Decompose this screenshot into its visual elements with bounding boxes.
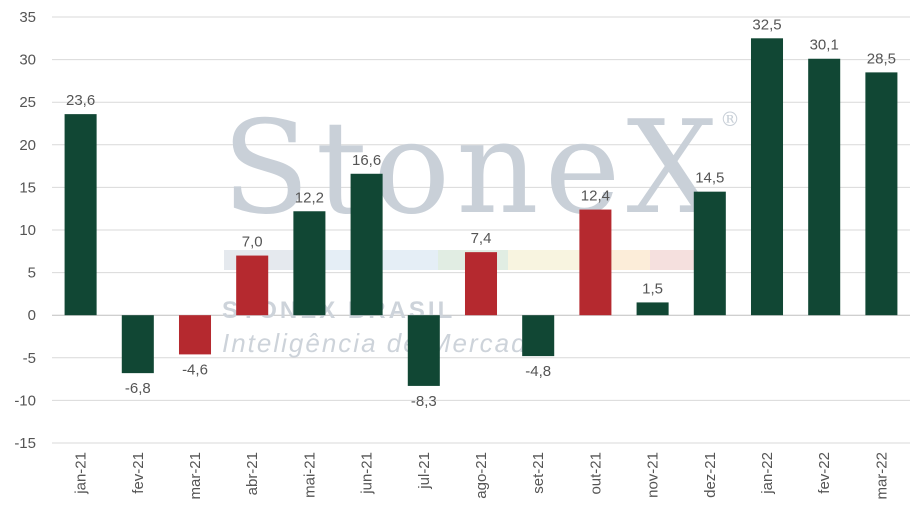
data-label-nov-21: 1,5 <box>642 280 663 297</box>
y-tick-label: 25 <box>19 94 36 111</box>
x-tick-label-jan-22: jan-22 <box>759 452 776 495</box>
watermark-registered-mark: ® <box>720 107 740 131</box>
y-tick-label: 30 <box>19 52 36 69</box>
bar-out-21 <box>579 209 612 316</box>
data-label-out-21: 12,4 <box>581 188 610 205</box>
bar-ago-21 <box>464 252 498 316</box>
x-tick-label-mai-21: mai-21 <box>301 452 318 498</box>
bar-jun-21 <box>350 173 383 316</box>
y-tick-label: -15 <box>14 435 36 452</box>
x-tick-label-nov-21: nov-21 <box>645 452 662 498</box>
x-tick-label-jul-21: jul-21 <box>416 452 433 490</box>
bar-jan-22 <box>750 38 784 316</box>
data-label-fev-22: 30,1 <box>810 37 839 54</box>
data-label-jan-22: 32,5 <box>752 16 781 33</box>
data-label-jul-21: -8,3 <box>411 393 437 410</box>
bar-mai-21 <box>293 211 326 316</box>
bars <box>64 38 898 386</box>
data-label-mar-22: 28,5 <box>867 50 896 67</box>
data-label-jan-21: 23,6 <box>66 92 95 109</box>
bar-jul-21 <box>407 315 440 386</box>
y-tick-label: 10 <box>19 222 36 239</box>
data-label-ago-21: 7,4 <box>471 230 492 247</box>
x-tick-label-jan-21: jan-21 <box>73 452 90 495</box>
y-tick-label: 35 <box>19 9 36 26</box>
y-tick-label: 0 <box>28 307 36 324</box>
y-tick-label: 20 <box>19 137 36 154</box>
y-axis-tick-labels: -15 -10 -5 0 5 10 15 20 25 30 35 <box>14 9 36 452</box>
x-tick-label-fev-21: fev-21 <box>130 452 147 494</box>
data-label-mai-21: 12,2 <box>295 189 324 206</box>
x-tick-label-mar-22: mar-22 <box>873 452 890 500</box>
bar-mar-22 <box>865 72 898 316</box>
data-label-mar-21: -4,6 <box>182 361 208 378</box>
x-tick-label-ago-21: ago-21 <box>473 452 490 499</box>
y-tick-label: -5 <box>23 350 36 367</box>
x-tick-label-set-21: set-21 <box>530 452 547 494</box>
data-label-set-21: -4,8 <box>525 363 551 380</box>
bar-dez-21 <box>693 191 726 316</box>
x-tick-label-fev-22: fev-22 <box>816 452 833 494</box>
bar-fev-21 <box>121 315 154 374</box>
x-tick-label-out-21: out-21 <box>587 452 604 495</box>
x-tick-label-mar-21: mar-21 <box>187 452 204 500</box>
bar-fev-22 <box>808 58 841 316</box>
data-label-jun-21: 16,6 <box>352 152 381 169</box>
x-tick-label-abr-21: abr-21 <box>244 452 261 495</box>
bar-nov-21 <box>636 302 669 316</box>
x-tick-label-dez-21: dez-21 <box>702 452 719 498</box>
x-tick-label-jun-21: jun-21 <box>359 452 376 495</box>
y-tick-label: 15 <box>19 179 36 196</box>
x-axis-tick-labels: jan-21 fev-21 mar-21 abr-21 mai-21 jun-21 jul-… <box>73 452 891 500</box>
bar-abr-21 <box>236 255 269 316</box>
data-label-fev-21: -6,8 <box>125 380 151 397</box>
data-label-dez-21: 14,5 <box>695 170 724 187</box>
y-tick-label: 5 <box>28 265 36 282</box>
data-label-abr-21: 7,0 <box>242 234 263 251</box>
data-labels: 23,6 -6,8 -4,6 7,0 12,2 16,6 -8,3 7,4 -4,8 12,4 1,… <box>66 16 896 410</box>
bar-set-21 <box>522 315 555 357</box>
y-tick-label: -10 <box>14 392 36 409</box>
watermark-tagline: Inteligência de Mercado <box>222 328 544 358</box>
bar-jan-21 <box>64 114 97 316</box>
bar-mar-21 <box>178 315 212 355</box>
